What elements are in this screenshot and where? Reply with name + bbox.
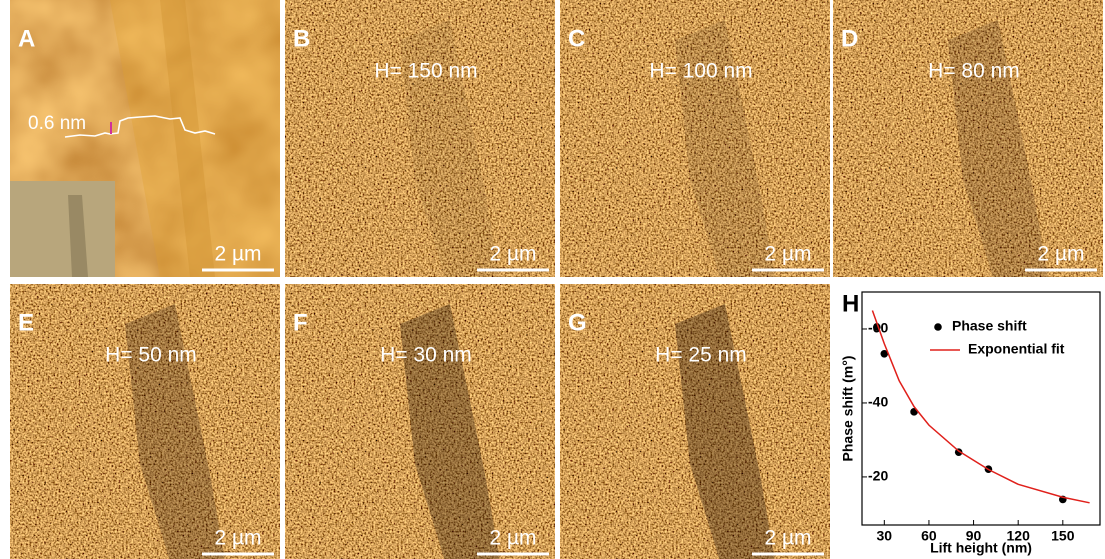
- dark-band: [125, 304, 225, 559]
- panel-label: B: [293, 25, 310, 52]
- caption: H= 50 nm: [105, 344, 197, 367]
- flake-edge: [160, 0, 215, 277]
- legend-label: Phase shift: [952, 318, 1027, 334]
- y-tick-label: -20: [868, 468, 888, 484]
- image-panel: 0.6 nm A 2 µm: [10, 0, 280, 277]
- panel-label: H: [842, 290, 859, 317]
- image-panel: H= 80 nm D 2 µm: [833, 0, 1103, 277]
- x-tick-label: 120: [1007, 528, 1031, 544]
- phase-image: [833, 0, 1103, 277]
- phase-image: [10, 284, 280, 559]
- y-tick-label: -40: [868, 394, 888, 410]
- fit-line: [871, 310, 1090, 504]
- dark-band: [948, 20, 1048, 277]
- scale-bar-label: 2 µm: [1037, 243, 1084, 266]
- image: [10, 284, 280, 559]
- image: [560, 0, 830, 277]
- caption: H= 150 nm: [374, 60, 477, 83]
- caption: H= 100 nm: [649, 60, 752, 83]
- image: [285, 284, 555, 559]
- scale-bar-label: 2 µm: [214, 243, 261, 266]
- y-axis-label: Phase shift (m°): [840, 356, 856, 462]
- image-panel: H= 50 nm E 2 µm: [10, 284, 280, 559]
- inset: [10, 181, 115, 277]
- phase-image: [285, 0, 555, 277]
- dark-band: [400, 304, 500, 559]
- x-axis-label: Lift height (nm): [930, 540, 1032, 556]
- panel-label: D: [841, 25, 858, 52]
- phase-image: [560, 284, 830, 559]
- dark-band: [400, 20, 500, 277]
- image: [285, 0, 555, 277]
- panel-label: A: [18, 25, 35, 52]
- scale-bar-label: 2 µm: [764, 243, 811, 266]
- image: [833, 0, 1103, 277]
- image: [10, 0, 280, 277]
- data-point: [880, 349, 889, 358]
- x-tick-label: 150: [1051, 528, 1075, 544]
- plot-frame: [861, 291, 1101, 526]
- image: [560, 284, 830, 559]
- phase-image: [560, 0, 830, 277]
- panel-label: E: [18, 309, 34, 336]
- x-tick-label: 30: [877, 528, 893, 544]
- legend-label: Exponential fit: [968, 341, 1065, 357]
- image-panel: H= 150 nm B 2 µm: [285, 0, 555, 277]
- scale-bar-label: 2 µm: [489, 527, 536, 550]
- image-panel: H= 25 nm G 2 µm: [560, 284, 830, 559]
- dark-band: [675, 304, 775, 559]
- profile-label: 0.6 nm: [28, 113, 86, 134]
- legend-marker: [934, 323, 942, 331]
- panel-label: G: [568, 309, 587, 336]
- dark-band: [675, 20, 775, 277]
- panel-label: C: [568, 25, 585, 52]
- caption: H= 25 nm: [655, 344, 747, 367]
- image-panel: H= 30 nm F 2 µm: [285, 284, 555, 559]
- scale-bar-label: 2 µm: [214, 527, 261, 550]
- height-profile: [64, 115, 216, 138]
- x-tick-label: 60: [921, 528, 937, 544]
- x-tick-label: 90: [966, 528, 982, 544]
- image-panel: H= 100 nm C 2 µm: [560, 0, 830, 277]
- scale-bar-label: 2 µm: [489, 243, 536, 266]
- scale-bar-label: 2 µm: [764, 527, 811, 550]
- inset-flake: [68, 195, 88, 277]
- panel-label: F: [293, 309, 308, 336]
- flake: [110, 0, 280, 277]
- caption: H= 80 nm: [928, 60, 1020, 83]
- caption: H= 30 nm: [380, 344, 472, 367]
- phase-image: [285, 284, 555, 559]
